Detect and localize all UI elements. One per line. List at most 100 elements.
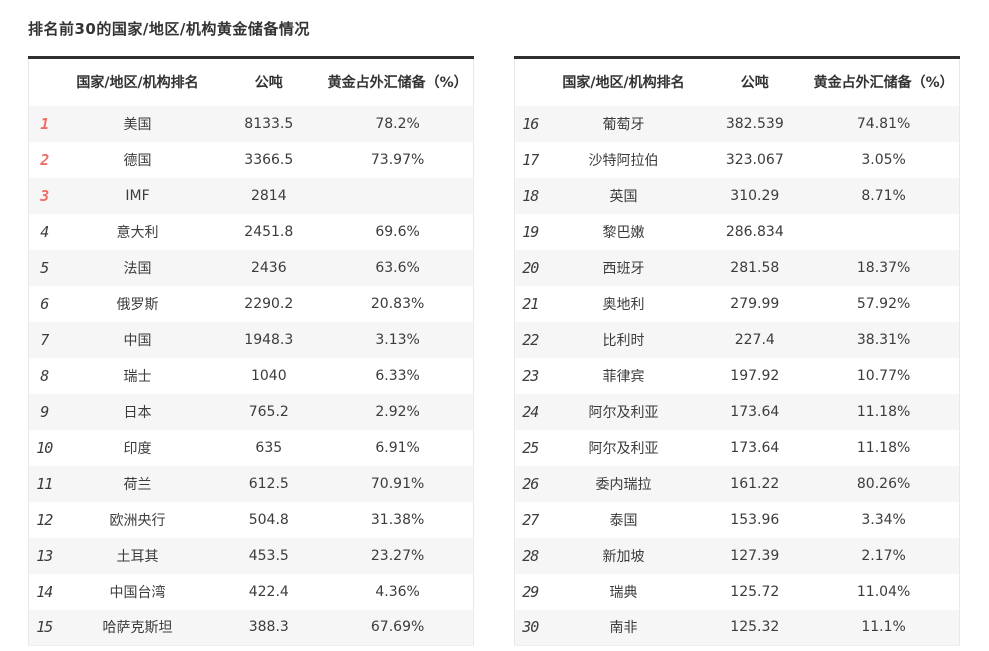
tonnes-cell: 1040 bbox=[250, 367, 287, 384]
rank-cell: 9 bbox=[40, 402, 49, 421]
gold-percent-cell: 73.97% bbox=[370, 151, 425, 168]
country-cell: 阿尔及利亚 bbox=[588, 440, 659, 457]
tonnes-cell: 2290.2 bbox=[244, 295, 294, 312]
country-cell: 德国 bbox=[123, 152, 152, 169]
gold-percent-cell: 67.69% bbox=[370, 619, 425, 636]
table-row: 13 土耳其 453.5 23.27% bbox=[28, 537, 474, 574]
table-row: 7 中国 1948.3 3.13% bbox=[28, 321, 474, 358]
country-cell: 哈萨克斯坦 bbox=[102, 620, 173, 637]
tonnes-cell: 765.2 bbox=[248, 403, 289, 420]
country-cell: 法国 bbox=[123, 260, 152, 277]
rank-cell: 8 bbox=[40, 366, 49, 385]
gold-percent-cell bbox=[808, 214, 959, 250]
country-cell: 西班牙 bbox=[602, 260, 645, 277]
country-cell: 比利时 bbox=[602, 332, 645, 349]
tonnes-cell: 173.64 bbox=[730, 439, 780, 456]
table-header-row: 国家/地区/机构排名 公吨 黄金占外汇储备（%） bbox=[28, 57, 474, 106]
rank-cell: 20 bbox=[522, 258, 539, 277]
table-row: 15 哈萨克斯坦 388.3 67.69% bbox=[28, 609, 474, 646]
tonnes-cell: 8133.5 bbox=[244, 115, 294, 132]
table-row: 20 西班牙 281.58 18.37% bbox=[514, 249, 960, 286]
gold-percent-cell: 3.13% bbox=[375, 331, 420, 348]
rank-cell: 30 bbox=[522, 618, 539, 637]
tonnes-cell: 279.99 bbox=[730, 295, 780, 312]
country-cell: 意大利 bbox=[116, 224, 159, 241]
gold-percent-cell: 31.38% bbox=[370, 511, 425, 528]
tables-container: 国家/地区/机构排名 公吨 黄金占外汇储备（%） 1 美国 8133.5 78.2% 2… bbox=[28, 56, 961, 646]
gold-percent-cell: 11.18% bbox=[856, 403, 911, 420]
column-header-rank-blank bbox=[28, 57, 60, 106]
tonnes-cell: 125.32 bbox=[730, 619, 780, 636]
table-row: 9 日本 765.2 2.92% bbox=[28, 393, 474, 430]
country-cell: IMF bbox=[125, 187, 150, 204]
rank-cell: 6 bbox=[40, 294, 49, 313]
table-row: 2 德国 3366.5 73.97% bbox=[28, 141, 474, 178]
country-cell: 中国 bbox=[123, 332, 152, 349]
rank-cell: 3 bbox=[40, 186, 49, 205]
rank-cell: 14 bbox=[36, 582, 53, 601]
rank-cell: 21 bbox=[522, 294, 539, 313]
tonnes-cell: 612.5 bbox=[248, 475, 289, 492]
rank-cell: 15 bbox=[36, 618, 53, 637]
country-cell: 英国 bbox=[609, 188, 638, 205]
table-row: 25 阿尔及利亚 173.64 11.18% bbox=[514, 429, 960, 466]
rank-cell: 2 bbox=[40, 150, 49, 169]
gold-percent-cell: 23.27% bbox=[370, 547, 425, 564]
gold-percent-cell: 69.6% bbox=[375, 223, 420, 240]
gold-percent-cell: 6.33% bbox=[375, 367, 420, 384]
gold-percent-cell: 11.04% bbox=[856, 583, 911, 600]
column-header-tonnes: 公吨 bbox=[701, 57, 809, 106]
country-cell: 日本 bbox=[123, 404, 152, 421]
tonnes-cell: 2451.8 bbox=[244, 223, 294, 240]
column-header-rank-blank bbox=[514, 57, 546, 106]
country-cell: 欧洲央行 bbox=[109, 512, 166, 529]
rank-cell: 13 bbox=[36, 546, 53, 565]
page-title: 排名前30的国家/地区/机构黄金储备情况 bbox=[28, 20, 310, 38]
gold-percent-cell: 57.92% bbox=[856, 295, 911, 312]
tonnes-cell: 3366.5 bbox=[244, 151, 294, 168]
table-body-left: 1 美国 8133.5 78.2% 2 德国 3366.5 73.97% 3 IMF 2814 4 意大… bbox=[28, 105, 474, 646]
gold-percent-cell: 63.6% bbox=[375, 259, 420, 276]
table-row: 30 南非 125.32 11.1% bbox=[514, 609, 960, 646]
rank-cell: 17 bbox=[522, 150, 539, 169]
gold-percent-cell: 11.1% bbox=[861, 619, 906, 636]
country-cell: 瑞士 bbox=[123, 368, 152, 385]
country-cell: 沙特阿拉伯 bbox=[588, 152, 659, 169]
country-cell: 南非 bbox=[609, 620, 638, 637]
tonnes-cell: 453.5 bbox=[248, 547, 289, 564]
tonnes-cell: 286.834 bbox=[725, 223, 784, 240]
table-body-right: 16 葡萄牙 382.539 74.81% 17 沙特阿拉伯 323.067 3.05% 18 英… bbox=[514, 105, 960, 646]
table-row: 21 奥地利 279.99 57.92% bbox=[514, 285, 960, 322]
tonnes-cell: 1948.3 bbox=[244, 331, 294, 348]
tonnes-cell: 310.29 bbox=[730, 187, 780, 204]
table-row: 17 沙特阿拉伯 323.067 3.05% bbox=[514, 141, 960, 178]
gold-percent-cell: 70.91% bbox=[370, 475, 425, 492]
rank-cell: 18 bbox=[522, 186, 539, 205]
rank-cell: 19 bbox=[522, 222, 539, 241]
country-cell: 印度 bbox=[123, 440, 152, 457]
country-cell: 中国台湾 bbox=[109, 584, 166, 601]
tonnes-cell: 125.72 bbox=[730, 583, 780, 600]
gold-percent-cell: 74.81% bbox=[856, 115, 911, 132]
table-header-row: 国家/地区/机构排名 公吨 黄金占外汇储备（%） bbox=[514, 57, 960, 106]
table-row: 22 比利时 227.4 38.31% bbox=[514, 321, 960, 358]
country-cell: 黎巴嫩 bbox=[602, 224, 645, 241]
tonnes-cell: 227.4 bbox=[734, 331, 775, 348]
gold-percent-cell: 10.77% bbox=[856, 367, 911, 384]
table-row: 3 IMF 2814 bbox=[28, 177, 474, 214]
table-row: 14 中国台湾 422.4 4.36% bbox=[28, 573, 474, 610]
gold-percent-cell: 18.37% bbox=[856, 259, 911, 276]
tonnes-cell: 382.539 bbox=[725, 115, 784, 132]
table-row: 11 荷兰 612.5 70.91% bbox=[28, 465, 474, 502]
country-cell: 美国 bbox=[123, 116, 152, 133]
gold-percent-cell: 2.17% bbox=[861, 547, 906, 564]
table-row: 28 新加坡 127.39 2.17% bbox=[514, 537, 960, 574]
country-cell: 菲律宾 bbox=[602, 368, 645, 385]
table-row: 23 菲律宾 197.92 10.77% bbox=[514, 357, 960, 394]
tonnes-cell: 281.58 bbox=[730, 259, 780, 276]
country-cell: 阿尔及利亚 bbox=[588, 404, 659, 421]
gold-percent-cell: 38.31% bbox=[856, 331, 911, 348]
tonnes-cell: 323.067 bbox=[725, 151, 784, 168]
gold-percent-cell: 20.83% bbox=[370, 295, 425, 312]
rank-cell: 11 bbox=[36, 474, 53, 493]
